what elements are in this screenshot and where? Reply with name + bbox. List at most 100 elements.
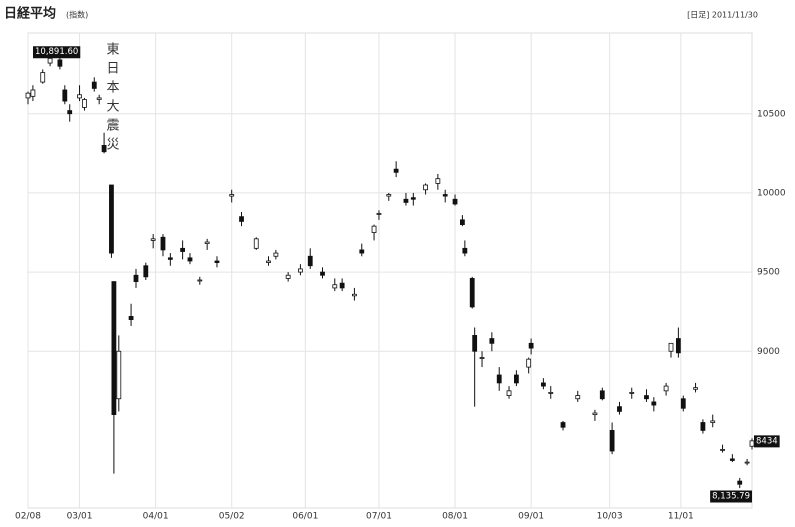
candle-body — [528, 342, 534, 349]
candle-body — [320, 271, 325, 276]
annotation: 東日本大震災 — [74, 42, 152, 58]
candle-body — [442, 194, 448, 197]
chart-subtitle: (指数) — [66, 10, 88, 20]
candle-body — [452, 198, 458, 205]
candle-body — [680, 398, 686, 409]
candle-body — [644, 395, 649, 400]
candle-body — [403, 198, 409, 203]
chart-title: 日経平均 — [4, 6, 56, 22]
annotation-char: 大 — [106, 100, 119, 115]
y-tick-label: 10000 — [757, 188, 786, 198]
candle-body — [710, 420, 716, 423]
x-tick-label: 11/01 — [668, 512, 694, 522]
candle-body — [489, 338, 495, 344]
candle-body — [386, 194, 392, 197]
candle-body — [462, 247, 468, 254]
candle-body — [150, 238, 156, 241]
candle-body — [40, 72, 46, 83]
high-label: 10,891.60 — [35, 47, 78, 57]
candle-body — [423, 184, 428, 191]
candle-body — [47, 57, 53, 64]
candle-body — [143, 265, 149, 278]
candle-body — [128, 316, 134, 320]
candle-body — [214, 260, 220, 263]
x-tick-label: 07/01 — [366, 512, 392, 522]
candle-body — [160, 236, 166, 251]
candle-body — [693, 387, 698, 390]
candle-body — [25, 92, 31, 99]
candle-body — [239, 216, 244, 222]
candle-body — [111, 281, 117, 415]
candle-body — [675, 338, 681, 354]
candle-body — [307, 255, 313, 267]
last-label: 8434 — [756, 436, 778, 446]
candle-body — [371, 225, 377, 233]
candle-body — [548, 392, 554, 394]
candle-body — [30, 89, 36, 97]
candle-body — [273, 252, 279, 257]
candle-body — [253, 238, 259, 249]
candle-body — [526, 358, 532, 368]
x-tick-label: 03/01 — [67, 512, 93, 522]
candle-body — [82, 99, 87, 108]
candle-body — [479, 357, 485, 359]
candle-body — [77, 94, 82, 99]
header-date: [日足] 2011/11/30 — [687, 11, 758, 20]
high-label-bg — [33, 46, 81, 59]
x-tick-label: 10/03 — [597, 512, 623, 522]
candle-body — [435, 178, 441, 184]
candle-body — [469, 278, 475, 308]
annotation-char: 日 — [106, 62, 119, 77]
candle-body — [393, 168, 399, 173]
candle-body — [133, 274, 139, 282]
low-label: 8,135.79 — [712, 492, 750, 502]
candle-body — [332, 284, 338, 289]
candle-body — [352, 293, 357, 297]
candle-body — [749, 440, 755, 447]
annotation-char: 災 — [106, 138, 119, 153]
candle-body — [109, 184, 114, 254]
candle-body — [101, 145, 107, 153]
candle-body — [167, 257, 173, 260]
candle-body — [540, 382, 546, 387]
plot-frame — [27, 32, 753, 509]
annotation-char: 本 — [106, 81, 119, 96]
candle-body — [592, 412, 598, 415]
low-label-bg — [710, 490, 752, 503]
candle-body — [472, 335, 478, 352]
candle-body — [116, 350, 122, 400]
y-tick-label: 9500 — [757, 268, 780, 278]
candle-body — [96, 97, 102, 100]
candle-body — [197, 279, 203, 282]
candle-body — [91, 81, 97, 89]
candle-body — [513, 374, 519, 384]
candle-body — [180, 247, 186, 252]
candle-body — [599, 390, 605, 400]
candle-body — [617, 406, 622, 412]
annotation-char: 東 — [106, 42, 119, 58]
candle-body — [506, 390, 512, 396]
y-tick-label: 10500 — [757, 109, 786, 119]
x-tick-label: 05/02 — [219, 512, 245, 522]
candle-body — [560, 422, 566, 428]
candle-body — [410, 197, 416, 200]
candle-body — [67, 110, 73, 115]
candle-body — [339, 282, 345, 289]
candle-body — [720, 449, 725, 451]
x-tick-label: 06/01 — [292, 512, 318, 522]
candle-body — [629, 392, 635, 394]
candle-body — [744, 461, 750, 464]
candle-body — [376, 213, 382, 215]
candle-body — [285, 274, 291, 279]
candle-body — [298, 268, 303, 273]
candle-body — [575, 395, 581, 400]
x-tick-label: 04/01 — [143, 512, 169, 522]
y-tick-label: 9000 — [757, 347, 780, 357]
candle-body — [266, 260, 271, 263]
annotation-char: 震 — [106, 119, 119, 134]
candle-body — [729, 458, 735, 461]
candle-body — [204, 241, 210, 244]
candle-body — [700, 422, 706, 431]
candle-body — [651, 401, 657, 406]
